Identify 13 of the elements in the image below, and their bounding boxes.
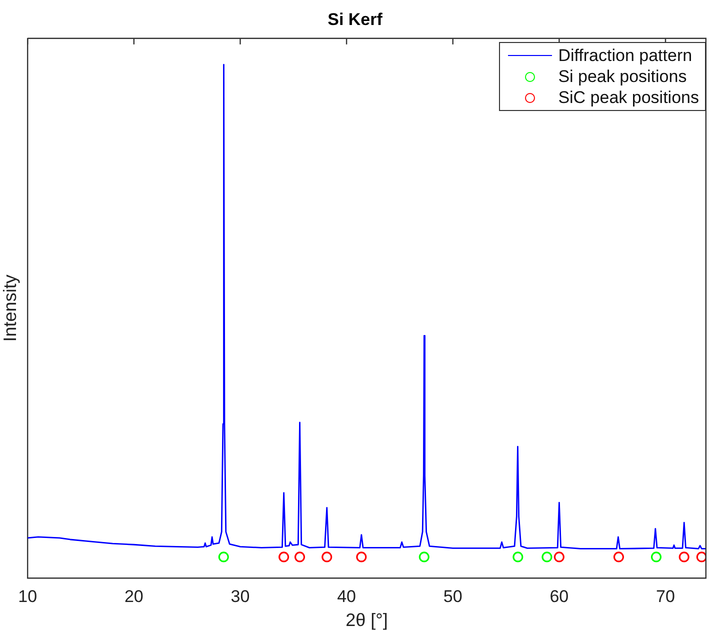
legend-label: Si peak positions [558,66,687,86]
chart-title: Si Kerf [328,10,383,29]
x-tick-label: 40 [337,586,356,606]
legend-label: SiC peak positions [558,88,699,108]
x-tick-label: 50 [443,586,462,606]
x-tick-label: 60 [550,586,569,606]
x-axis-title: 2θ [°] [346,610,388,630]
x-tick-label: 70 [656,586,675,606]
y-axis-title: Intensity [0,274,20,342]
x-tick-label: 10 [18,586,38,606]
x-tick-label: 30 [230,586,250,606]
legend-label: Diffraction pattern [558,46,692,66]
x-tick-label: 20 [124,586,144,606]
